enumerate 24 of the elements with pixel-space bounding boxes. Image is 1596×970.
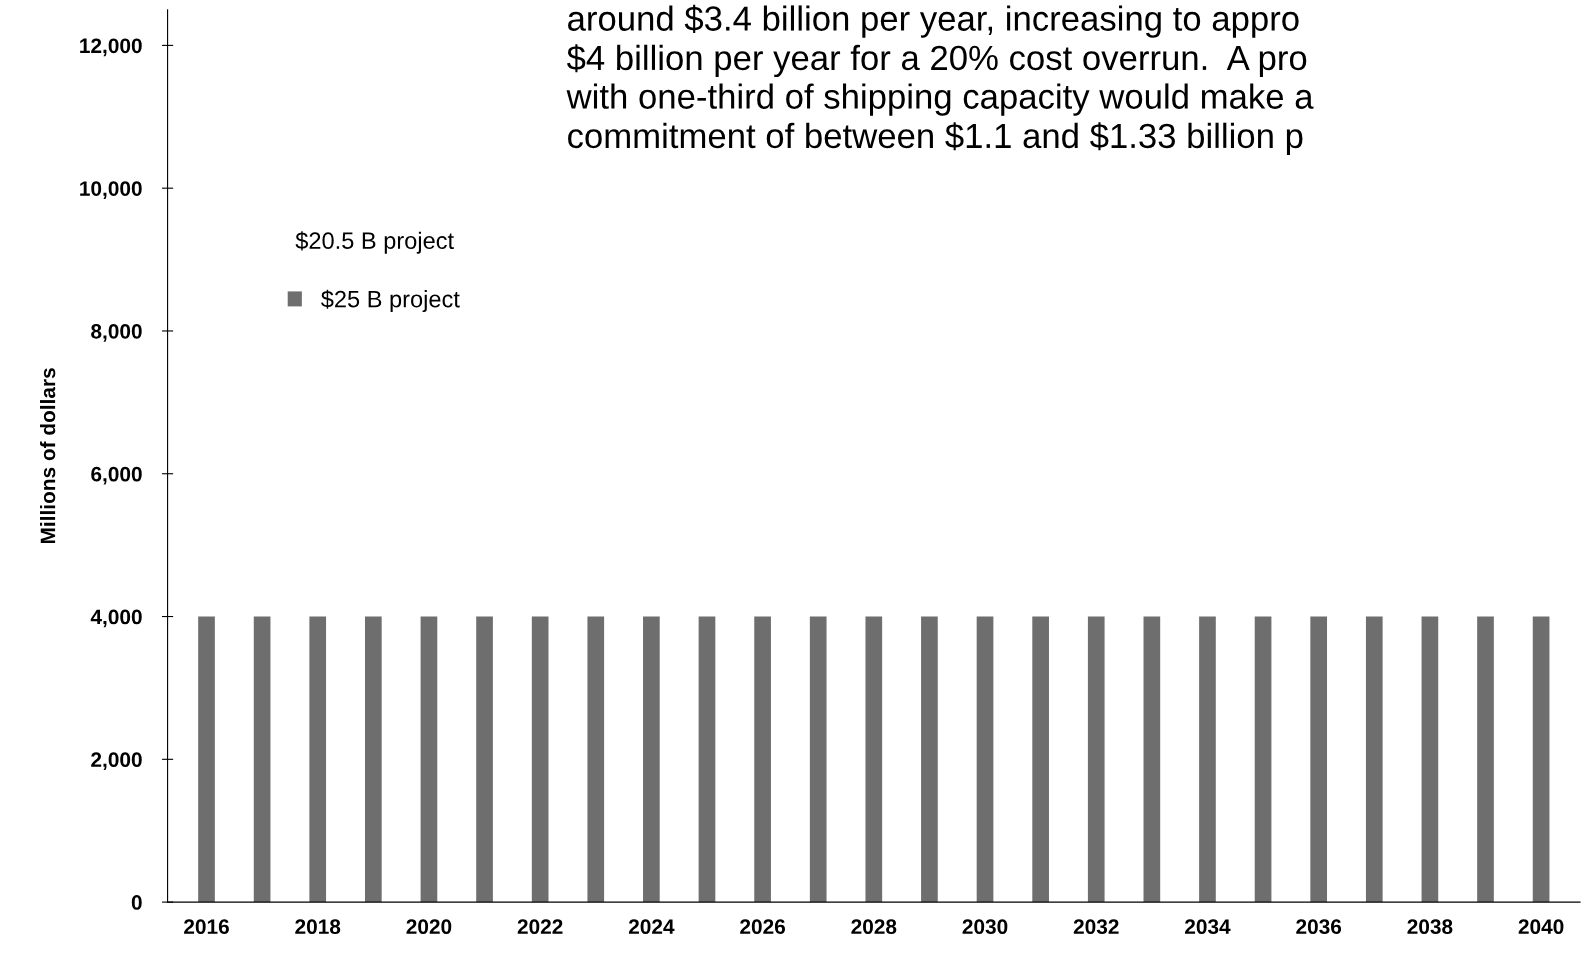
annotation: around $3.4 billion per year, increasing to appro $4 billion per year for a 20% cost overrun. A pro with one-third of shipping capacity would make a commitment of between $1.1 and $1.33 billion p	[566, 4, 1314, 156]
x-tick-label: 2040	[1518, 919, 1564, 935]
x-tick-label: 2024	[628, 919, 675, 935]
x-tick-label: 2036	[1296, 919, 1342, 935]
x-tick-label: 2038	[1407, 919, 1453, 935]
x-tick-label: 2034	[1185, 919, 1231, 935]
y-tick-label: 8,000	[91, 323, 142, 342]
x-tick-label: 2032	[1073, 919, 1119, 935]
x-tick-label: 2018	[295, 919, 341, 935]
x-tick-label: 2020	[406, 919, 452, 935]
y-tick-label: 0	[131, 895, 142, 910]
x-tick-label: 2016	[184, 919, 229, 935]
y-axis-title: Millions of dollars	[40, 368, 56, 544]
x-tick-label: 2030	[962, 919, 1008, 935]
y-tick-label: 2,000	[91, 752, 142, 771]
x-tick-label: 2022	[517, 919, 563, 935]
y-tick-label: 4,000	[90, 609, 142, 628]
y-tick-label: 12,000	[80, 38, 142, 57]
legend-label: $25 B project	[321, 289, 460, 313]
y-tick-label: 6,000	[91, 466, 142, 485]
x-tick-label: 2028	[851, 919, 897, 935]
x-tick-label: 2026	[740, 919, 786, 935]
annotation: $20.5 B project	[295, 231, 454, 254]
y-tick-label: 10,000	[80, 181, 142, 199]
